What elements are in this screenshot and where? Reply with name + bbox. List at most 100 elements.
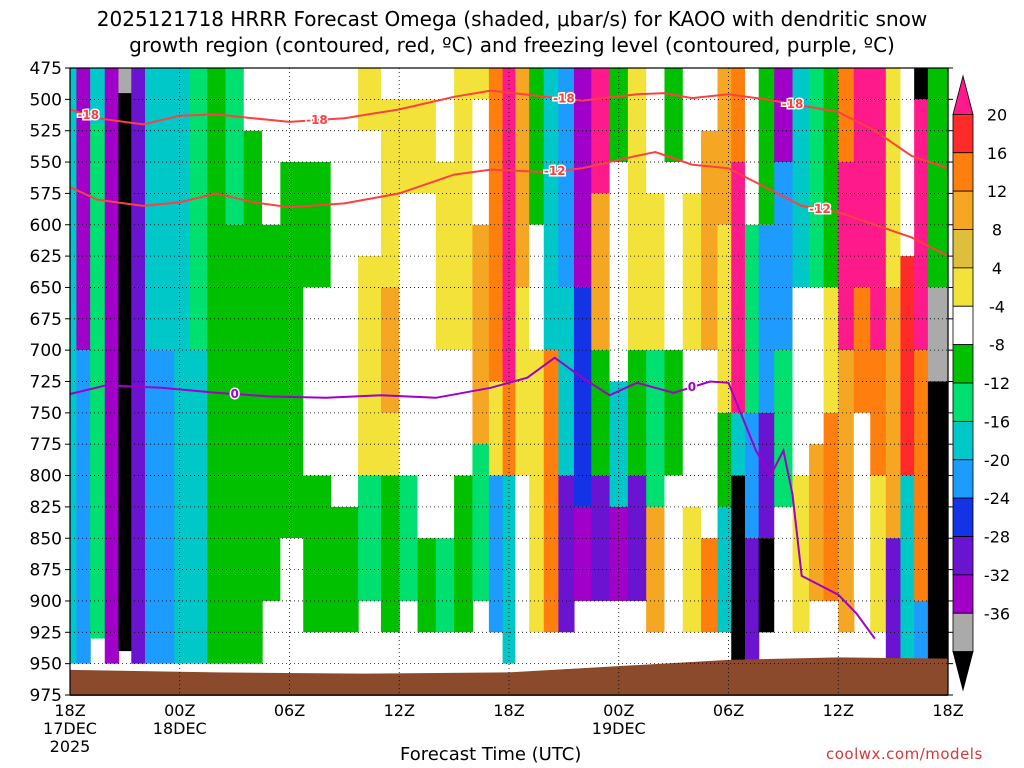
omega-shade-cell (591, 193, 611, 351)
omega-shade-cell (927, 381, 949, 664)
omega-shade-cell (558, 475, 575, 633)
omega-shade-cell (682, 506, 702, 633)
contour-line (69, 150, 949, 257)
contour-label: -18 (306, 113, 328, 127)
omega-shade-cell (243, 68, 263, 131)
chart-title-line-1: 2025121718 HRRR Forecast Omega (shaded, … (96, 7, 928, 31)
omega-shade-cell (399, 99, 419, 194)
omega-shade-cell (472, 99, 490, 225)
omega-shade-cell (76, 68, 91, 351)
omega-shade-cell (646, 350, 666, 507)
omega-shade-cell (262, 68, 281, 225)
omega-shade-cell (529, 350, 545, 633)
omega-shade-cell (144, 68, 161, 351)
colorbar-bin (952, 152, 974, 192)
omega-shade-cell (189, 68, 208, 351)
colorbar-bin (952, 344, 974, 384)
colorbar-label: -28 (984, 528, 1010, 547)
colorbar-bin (952, 113, 974, 154)
x-tick-label: 12Z (823, 701, 854, 720)
omega-shade-cell (664, 475, 684, 633)
omega-shade-cell (914, 68, 929, 100)
omega-shade-cell (573, 68, 592, 288)
omega-shade-cell (701, 538, 719, 633)
omega-shade-cell (823, 287, 839, 413)
omega-shade-cell (380, 68, 400, 100)
omega-shade-cell (717, 412, 732, 507)
omega-shade-cell (472, 444, 490, 601)
y-tick-label: 750 (30, 404, 62, 424)
contour-label: 0 (688, 380, 696, 394)
chart-title-line-2: growth region (contoured, red, ºC) and f… (129, 33, 895, 57)
omega-shade-cell (838, 350, 855, 633)
colorbar-bin (952, 190, 974, 230)
x-axis-label: Forecast Time (UTC) (400, 744, 582, 765)
omega-shade-cell (808, 444, 825, 601)
omega-shade-cell (303, 162, 332, 288)
omega-shade-cell (573, 287, 592, 507)
omega-shade-cell (573, 506, 592, 601)
contour-label: -18 (553, 92, 575, 106)
omega-shade-cell (609, 506, 629, 601)
omega-shade-cell (529, 68, 545, 225)
omega-shade-cell (330, 68, 359, 288)
colorbar-bin (952, 651, 974, 692)
omega-shade-cell (159, 350, 175, 664)
omega-shade-cell (380, 475, 400, 633)
y-tick-label: 950 (30, 655, 62, 675)
colorbar-bin (952, 74, 974, 115)
omega-shade-cell (417, 538, 437, 633)
omega-shade-cell (104, 68, 120, 664)
omega-shade-cell (744, 68, 760, 225)
omega-shade-cell (744, 538, 760, 664)
omega-shade-cell (174, 68, 191, 664)
omega-shade-cell (358, 475, 382, 601)
omega-shade-cell (454, 68, 474, 100)
omega-shade-cell (823, 412, 839, 601)
x-tick-label: 00Z (164, 701, 195, 720)
omega-shade-cell (853, 68, 871, 288)
x-tick-label: 2025 (50, 737, 91, 756)
x-tick-label: 06Z (274, 701, 305, 720)
omega-shade-cell (609, 162, 629, 382)
omega-shade-cell (927, 68, 949, 288)
colorbar-bin (952, 420, 974, 461)
omega-shade-cell (744, 412, 760, 539)
omega-shade-cell (488, 68, 504, 382)
omega-shade-cell (243, 130, 263, 664)
omega-shade-cell (701, 68, 719, 131)
y-tick-label: 575 (30, 184, 62, 204)
omega-shade-cell (303, 287, 332, 476)
y-tick-label: 700 (30, 341, 62, 361)
omega-shade-cell (701, 130, 719, 351)
y-tick-label: 875 (30, 561, 62, 581)
omega-shade-cell (591, 350, 611, 476)
omega-shade-cell (488, 381, 504, 476)
colorbar-bin (952, 612, 974, 653)
colorbar-bin (952, 267, 974, 307)
contour-label: -18 (77, 108, 99, 122)
y-tick-label: 650 (30, 278, 62, 298)
omega-shade-cell (927, 287, 949, 382)
colorbar-label: -20 (984, 451, 1010, 470)
omega-shade-cell (118, 68, 132, 94)
omega-shade-cell (870, 475, 887, 633)
credit-text: coolwx.com/models (826, 745, 983, 763)
omega-shade-cell (774, 350, 794, 507)
y-tick-label: 925 (30, 623, 62, 643)
omega-shade-cell (543, 350, 559, 633)
x-tick-label: 19DEC (592, 719, 646, 738)
omega-shade-cell (435, 162, 455, 351)
omega-shade-cell (808, 68, 825, 288)
omega-shade-cell (472, 68, 490, 100)
omega-shade-cell (280, 538, 304, 664)
omega-shade-cell (435, 68, 455, 163)
omega-shade-cell (627, 68, 647, 351)
colorbar-label: -36 (984, 604, 1010, 623)
colorbar-label: -12 (984, 374, 1010, 393)
colorbar-bin (952, 229, 974, 269)
colorbar-label: -32 (984, 566, 1010, 585)
omega-shade-cell (823, 68, 839, 288)
y-tick-label: 775 (30, 435, 62, 455)
